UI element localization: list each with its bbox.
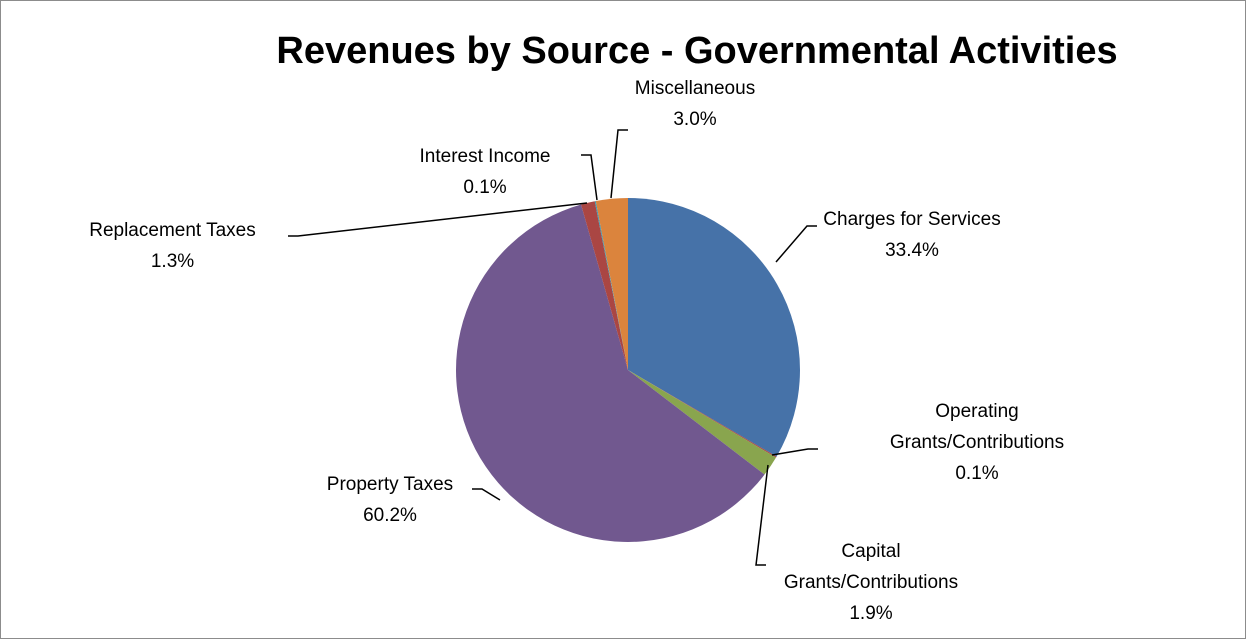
data-label-percent: 0.1% bbox=[955, 463, 999, 484]
leader-line-interest-income bbox=[581, 154, 598, 201]
pie-slice-replacement-taxes bbox=[581, 201, 628, 370]
data-label-percent: 1.9% bbox=[849, 603, 893, 624]
leader-line-charges-for-services bbox=[775, 225, 817, 263]
data-label-percent: 1.3% bbox=[150, 251, 195, 272]
data-label-category: Charges for Services bbox=[823, 209, 1001, 230]
data-label-property-taxes: Property Taxes 60.2% bbox=[290, 469, 490, 531]
chart-title: Revenues by Source - Governmental Activi… bbox=[276, 30, 1118, 72]
data-label-percent: 33.4% bbox=[885, 240, 939, 261]
data-label-category: Grants/Contributions bbox=[783, 572, 959, 593]
data-label-category: Replacement Taxes bbox=[89, 220, 256, 241]
leader-line-operating-grants-contributions bbox=[771, 448, 818, 456]
data-label-category: Grants/Contributions bbox=[889, 432, 1065, 453]
leader-line-miscellaneous bbox=[610, 129, 628, 199]
data-label-category: Interest Income bbox=[419, 146, 551, 167]
data-label-charges-for-services: Charges for Services 33.4% bbox=[795, 204, 1029, 266]
leader-line-capital-grants-contributions bbox=[755, 464, 769, 566]
leader-line-property-taxes bbox=[472, 488, 501, 501]
data-label-category: Miscellaneous bbox=[634, 78, 756, 99]
data-label-category: Property Taxes bbox=[326, 474, 454, 495]
pie-slice-charges-for-services bbox=[628, 198, 800, 457]
pie-slice-property-taxes bbox=[456, 204, 765, 542]
data-label-category: Operating bbox=[935, 401, 1019, 422]
data-label-percent: 3.0% bbox=[673, 109, 717, 130]
leader-line-replacement-taxes bbox=[288, 202, 588, 237]
data-label-interest-income: Interest Income 0.1% bbox=[390, 141, 580, 203]
data-label-percent: 60.2% bbox=[363, 505, 417, 526]
data-label-replacement-taxes: Replacement Taxes 1.3% bbox=[60, 215, 285, 277]
data-label-operating-grants-contributions: Operating Grants/Contributions 0.1% bbox=[860, 396, 1094, 489]
pie-slice-operating-grants-contributions bbox=[628, 370, 777, 458]
data-label-capital-grants-contributions: Capital Grants/Contributions 1.9% bbox=[754, 536, 988, 629]
data-label-percent: 0.1% bbox=[463, 177, 507, 198]
data-label-category: Capital bbox=[841, 541, 901, 562]
pie-slice-interest-income bbox=[594, 201, 628, 370]
data-label-miscellaneous: Miscellaneous 3.0% bbox=[590, 73, 800, 135]
pie-slice-capital-grants-contributions bbox=[628, 370, 777, 475]
pie-slice-miscellaneous bbox=[595, 198, 628, 370]
